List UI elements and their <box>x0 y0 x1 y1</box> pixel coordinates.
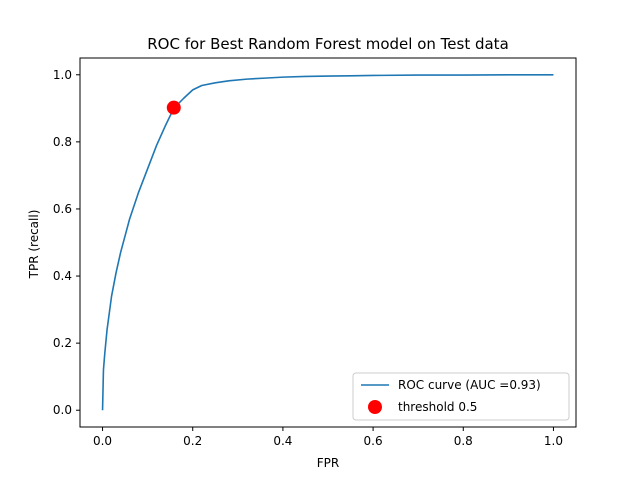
y-tick-label: 0.6 <box>53 202 72 216</box>
y-tick-label: 1.0 <box>53 68 72 82</box>
x-tick-label: 0.8 <box>454 434 473 448</box>
threshold-marker <box>166 100 181 115</box>
legend: ROC curve (AUC =0.93) threshold 0.5 <box>352 372 570 421</box>
x-tick-label: 0.6 <box>364 434 383 448</box>
y-tick-label: 0.0 <box>53 403 72 417</box>
plot-area: 0.0 0.2 0.4 0.6 0.8 1.0 0.0 0.2 0.4 0.6 0.8 1.0 <box>53 57 577 448</box>
chart-title: ROC for Best Random Forest model on Test… <box>147 35 509 53</box>
legend-marker-swatch <box>368 400 382 414</box>
y-tick-label: 0.8 <box>53 135 72 149</box>
y-axis-label: TPR (recall) <box>27 210 41 280</box>
axes-frame <box>79 57 577 428</box>
x-tick-label: 0.4 <box>273 434 292 448</box>
legend-box <box>352 372 570 421</box>
x-tick-label: 0.2 <box>183 434 202 448</box>
y-tick-label: 0.4 <box>53 269 72 283</box>
legend-entry-label: threshold 0.5 <box>398 400 477 414</box>
roc-curve-line <box>101 73 554 411</box>
x-axis-label: FPR <box>317 456 339 470</box>
x-tick-label: 1.0 <box>544 434 563 448</box>
y-tick-label: 0.2 <box>53 336 72 350</box>
legend-entry-label: ROC curve (AUC =0.93) <box>398 378 541 392</box>
x-tick-label: 0.0 <box>93 434 112 448</box>
